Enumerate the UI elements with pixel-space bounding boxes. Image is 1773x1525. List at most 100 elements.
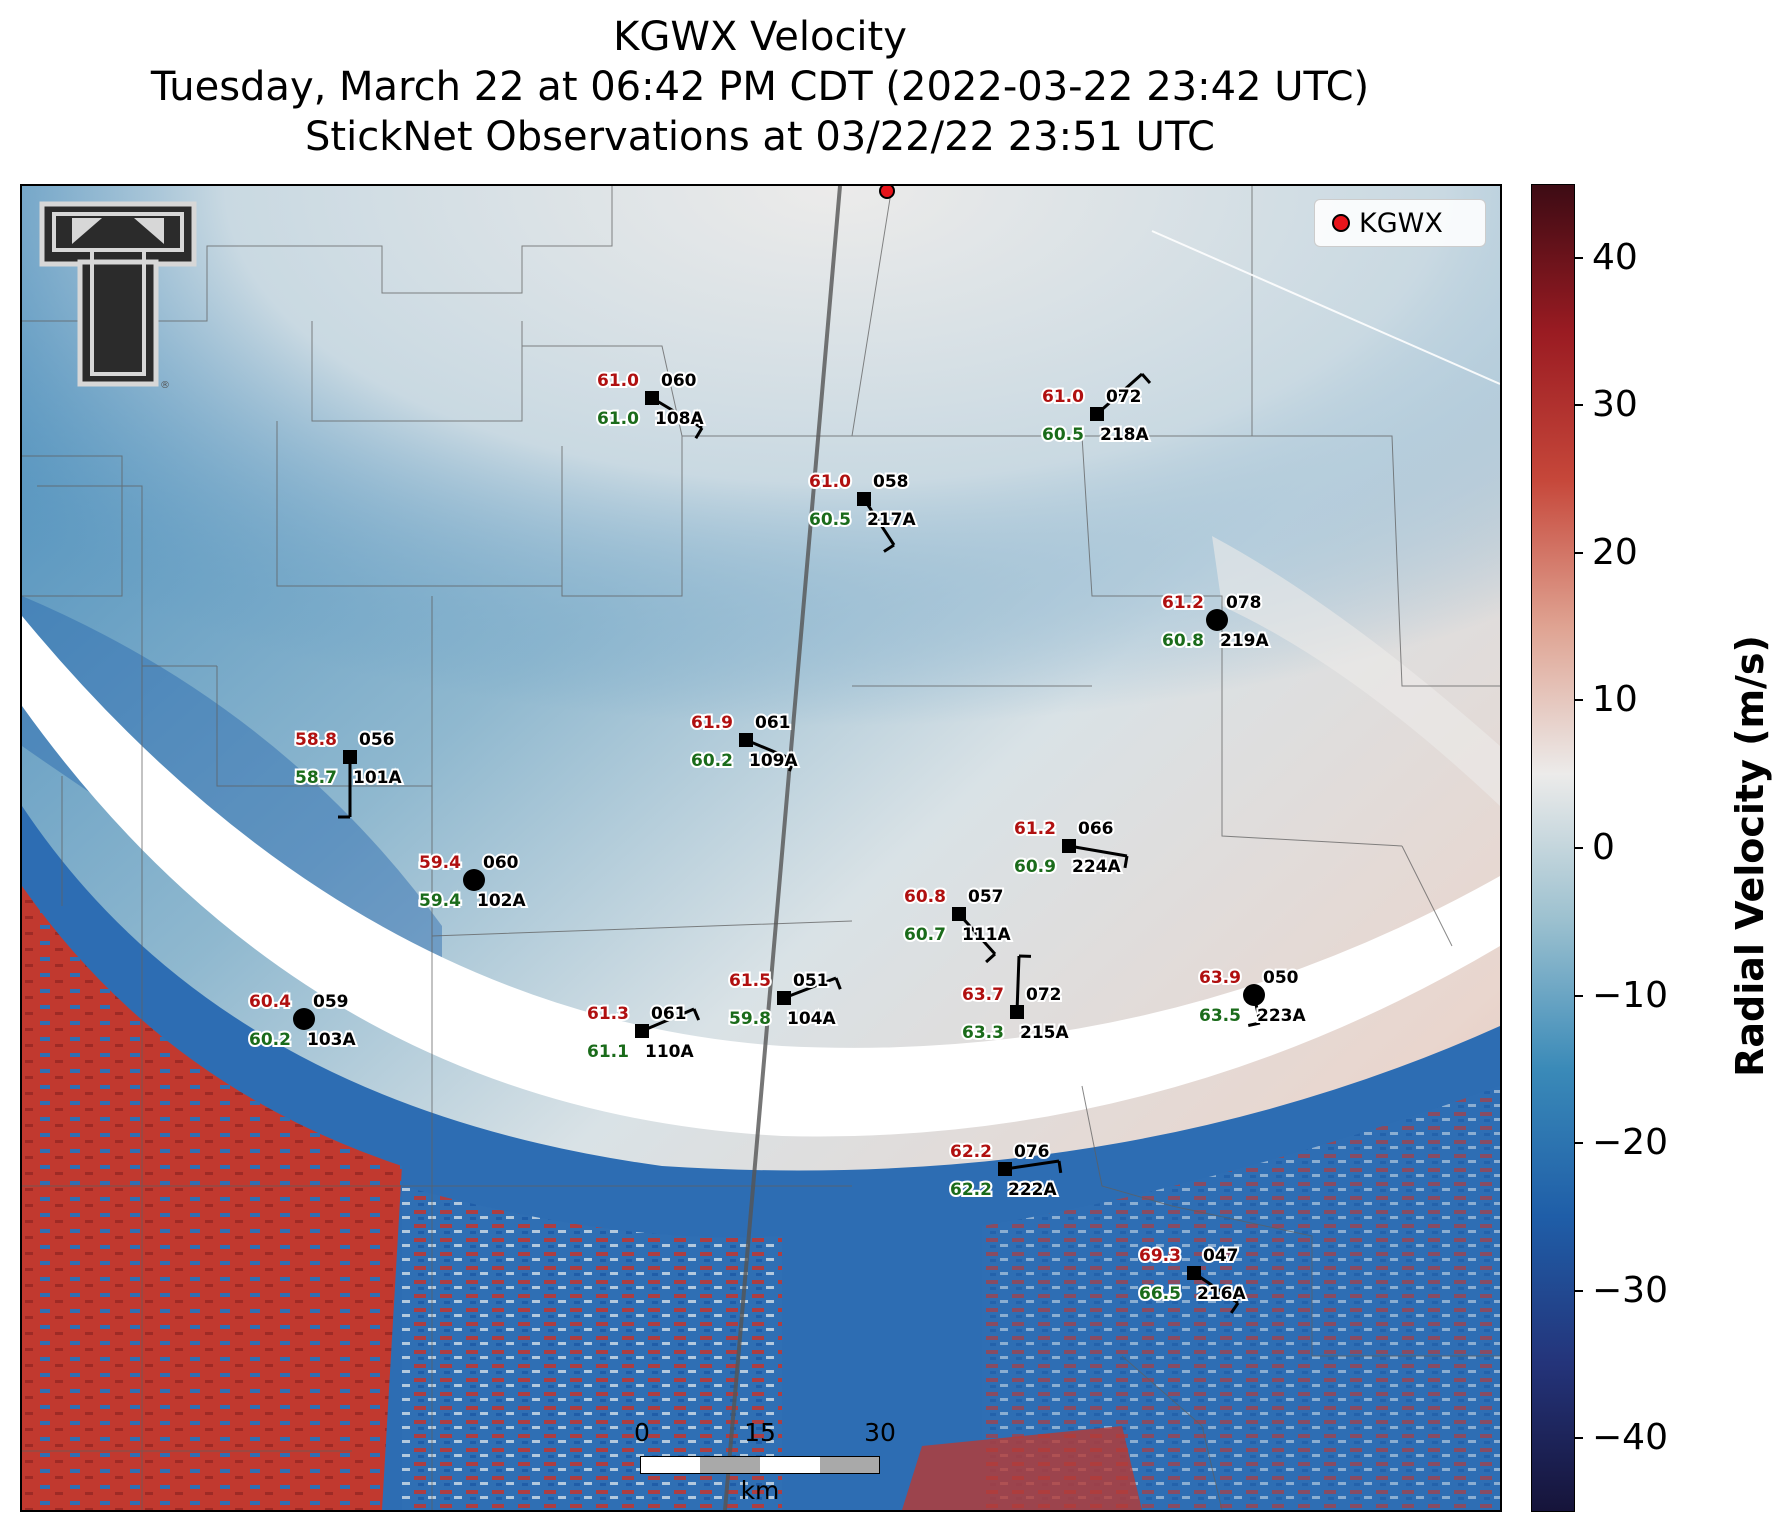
station-id: 111A <box>962 925 1011 945</box>
station-plot[interactable]: 60.8 057 60.7 111A <box>902 885 1013 964</box>
station-id: 110A <box>645 1042 694 1062</box>
wind-barb <box>745 738 795 762</box>
wind-barb <box>651 396 703 430</box>
station-plot[interactable]: 60.4 059 60.2 103A <box>247 990 358 1052</box>
station-plot[interactable]: 61.5 051 59.8 104A <box>727 969 842 1031</box>
station-marker-square <box>1090 407 1104 421</box>
station-wind-direction: 066 <box>1078 819 1114 839</box>
station-plot[interactable]: 61.0 058 60.5 217A <box>807 470 918 553</box>
station-plot[interactable]: 61.3 061 61.1 110A <box>585 1002 701 1064</box>
station-dewpoint: 58.7 <box>295 768 337 788</box>
station-id: 222A <box>1008 1180 1057 1200</box>
radar-artifact-line <box>1151 230 1500 385</box>
station-wind-direction: 061 <box>755 713 791 733</box>
wind-barb <box>641 1007 695 1033</box>
station-marker-square <box>343 750 357 764</box>
colorbar-tick-label: 40 <box>1592 236 1638 278</box>
wind-barb <box>1193 1271 1239 1305</box>
radar-map[interactable]: ® 61.0 060 61.0 108A 61.0 072 60.5 218A 61.0 058 6… <box>20 184 1502 1512</box>
station-plot[interactable]: 58.8 056 58.7 101A <box>293 728 404 819</box>
station-plot[interactable]: 61.2 078 60.8 219A <box>1160 591 1271 653</box>
station-wind-direction: 076 <box>1014 1142 1050 1162</box>
sticknet-stations: 61.0 060 61.0 108A 61.0 072 60.5 218A 61.0 058 60.… <box>247 369 1308 1314</box>
map-legend: KGWX <box>1314 199 1486 247</box>
station-plot[interactable]: 63.9 050 63.5 223A <box>1197 966 1308 1028</box>
station-plot[interactable]: 59.4 060 59.4 102A <box>417 851 528 913</box>
colorbar-tick-mark <box>1575 1289 1583 1292</box>
station-marker-square <box>857 492 871 506</box>
station-plot[interactable]: 61.0 060 61.0 108A <box>595 369 706 440</box>
scale-bar-segment <box>820 1457 879 1473</box>
wind-barb-flag <box>788 759 796 772</box>
station-temperature: 61.2 <box>1162 593 1204 613</box>
station-temperature: 58.8 <box>295 730 337 750</box>
station-wind-direction: 051 <box>793 971 829 991</box>
station-marker-square <box>1010 1005 1024 1019</box>
station-temperature: 61.0 <box>1042 387 1084 407</box>
station-dewpoint: 60.2 <box>691 751 733 771</box>
station-temperature: 61.0 <box>597 371 639 391</box>
wind-barb-flag <box>1140 373 1152 384</box>
colorbar-tick-label: 20 <box>1592 531 1638 573</box>
station-temperature: 62.2 <box>950 1142 992 1162</box>
station-dewpoint: 61.1 <box>587 1042 629 1062</box>
station-temperature: 61.5 <box>729 971 771 991</box>
scale-bar-segment <box>700 1457 760 1473</box>
station-id: 109A <box>749 751 798 771</box>
wind-barb <box>783 976 837 1000</box>
station-dewpoint: 60.2 <box>249 1030 291 1050</box>
map-subtitle-time: Tuesday, March 22 at 06:42 PM CDT (2022-… <box>150 64 1370 110</box>
colorbar-tick-label: −10 <box>1592 974 1668 1016</box>
scale-label-30: 30 <box>864 1418 896 1447</box>
station-wind-direction: 059 <box>313 992 349 1012</box>
colorbar-tick-mark <box>1575 994 1583 997</box>
station-plot[interactable]: 63.7 072 63.3 215A <box>960 954 1071 1045</box>
station-temperature: 61.9 <box>691 713 733 733</box>
station-plot[interactable]: 61.9 061 60.2 109A <box>689 711 800 773</box>
station-id: 219A <box>1220 631 1269 651</box>
station-id: 218A <box>1100 425 1149 445</box>
station-dewpoint: 60.5 <box>1042 425 1084 445</box>
wind-barb-flag <box>883 543 895 553</box>
station-marker-square <box>777 991 791 1005</box>
station-plot[interactable]: 62.2 076 62.2 222A <box>948 1140 1063 1202</box>
station-dewpoint: 61.0 <box>597 409 639 429</box>
kgwx-radar-site[interactable] <box>879 186 895 199</box>
station-marker-square <box>739 733 753 747</box>
station-temperature: 69.3 <box>1139 1246 1181 1266</box>
colorbar-tick-mark <box>1575 847 1583 849</box>
station-plot[interactable]: 61.2 066 60.9 224A <box>1012 817 1129 879</box>
colorbar-tick-label: −40 <box>1592 1417 1668 1459</box>
station-dewpoint: 59.8 <box>729 1009 771 1029</box>
colorbar-tick-mark <box>1575 404 1583 407</box>
colorbar-tick-mark <box>1575 551 1583 554</box>
colorbar-tick-mark <box>1575 1142 1583 1145</box>
wind-barb <box>1068 844 1128 858</box>
beam-gap-ring <box>22 616 1500 1137</box>
wind-barb-flag <box>985 952 997 964</box>
station-plot[interactable]: 69.3 047 66.5 216A <box>1137 1244 1248 1314</box>
scale-unit: km <box>740 1476 780 1505</box>
svg-text:®: ® <box>160 380 170 391</box>
station-dewpoint: 62.2 <box>950 1180 992 1200</box>
station-marker-square <box>645 391 659 405</box>
station-marker-circle <box>1243 984 1265 1006</box>
station-temperature: 61.0 <box>809 472 851 492</box>
station-id: 216A <box>1197 1284 1246 1304</box>
station-id: 217A <box>867 510 916 530</box>
station-plot[interactable]: 61.0 072 60.5 218A <box>1040 372 1152 447</box>
legend-label: KGWX <box>1359 208 1443 239</box>
county-borders <box>22 186 1500 1510</box>
station-marker-circle <box>293 1008 315 1030</box>
station-dewpoint: 63.5 <box>1199 1006 1241 1026</box>
station-marker-square <box>1187 1266 1201 1280</box>
station-wind-direction: 056 <box>359 730 395 750</box>
station-marker-square <box>952 907 966 921</box>
colorbar-tick-mark <box>1575 699 1583 702</box>
station-temperature: 61.3 <box>587 1004 629 1024</box>
wind-barb-flag <box>692 1008 701 1021</box>
colorbar <box>1531 184 1575 1512</box>
station-id: 103A <box>307 1030 356 1050</box>
station-marker-square <box>1062 839 1076 853</box>
colorbar-tick-mark <box>1575 1437 1583 1440</box>
